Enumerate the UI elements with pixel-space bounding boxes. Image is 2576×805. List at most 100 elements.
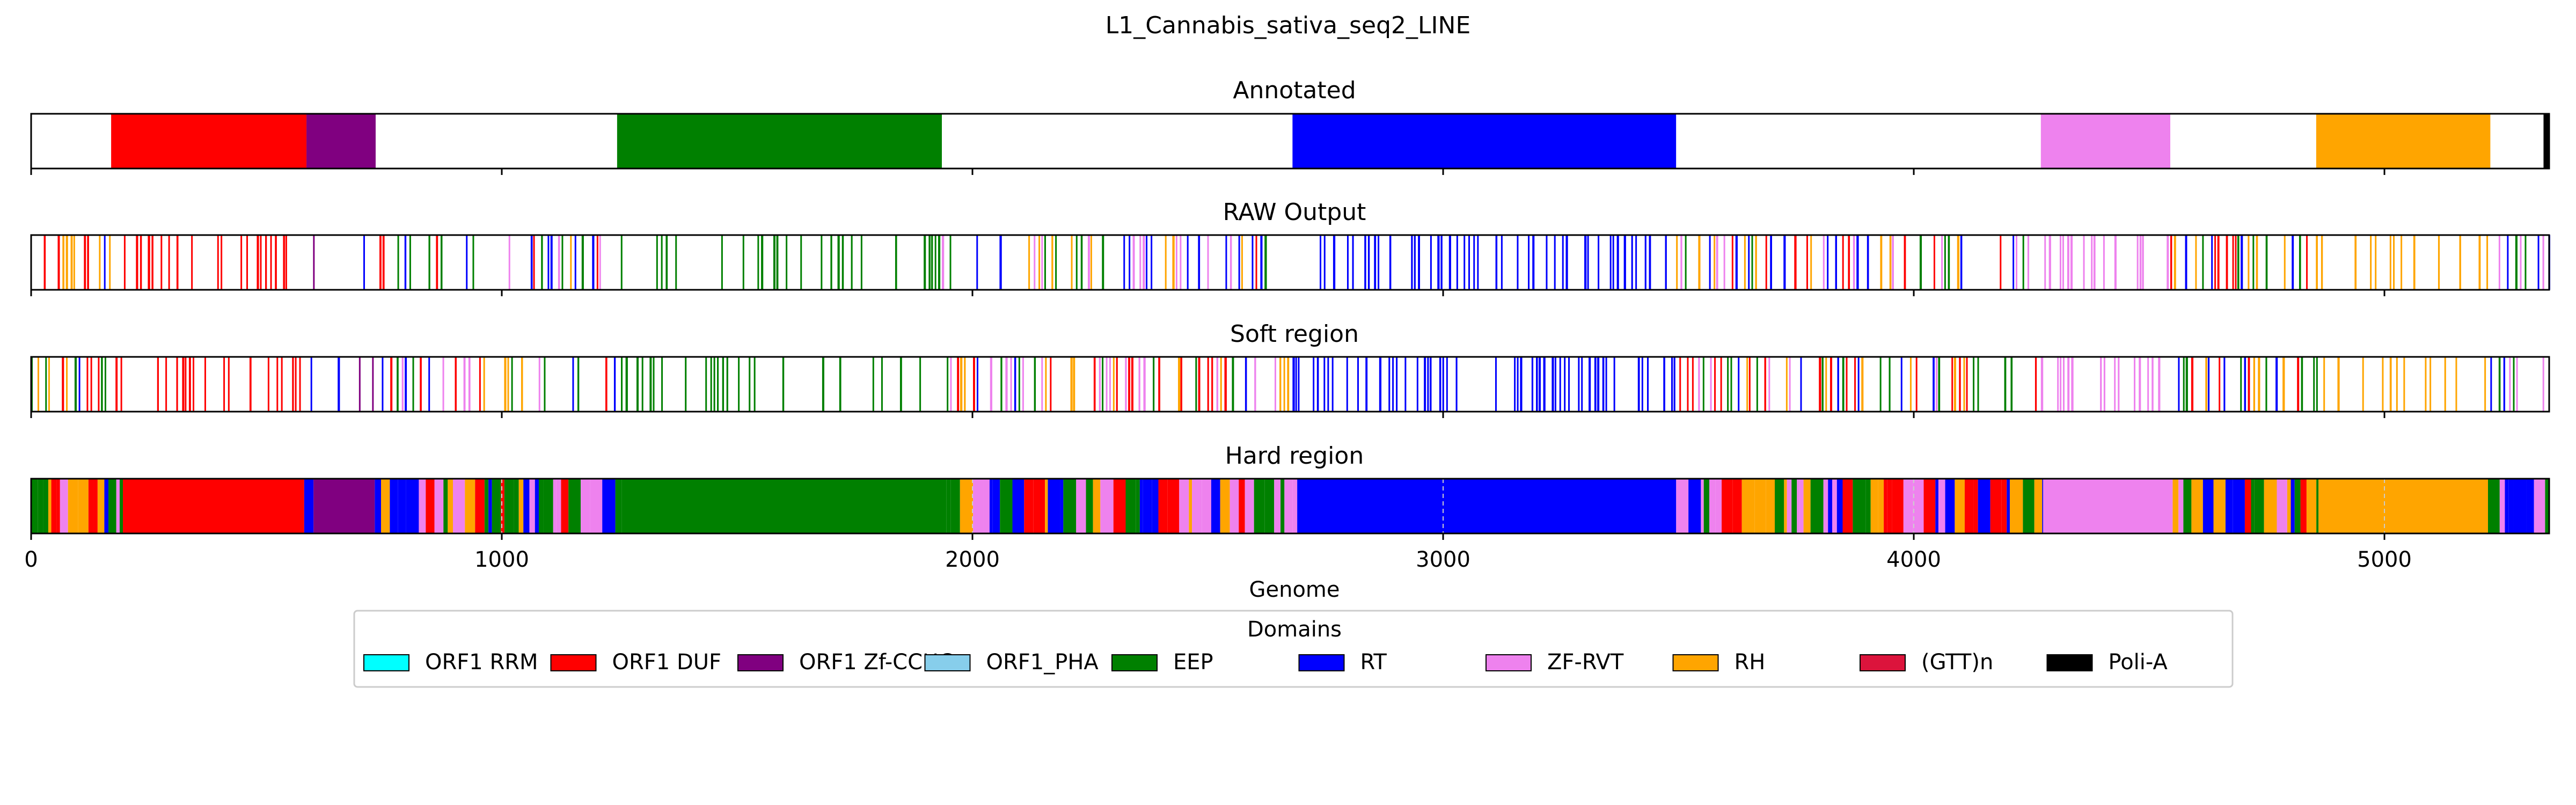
domain-block-rt <box>1139 479 1143 533</box>
domain-hit-eep <box>705 357 707 412</box>
domain-hit-eep <box>872 357 874 412</box>
domain-hit-zf_rvt <box>1274 357 1276 412</box>
domain-hit-rt <box>1416 357 1418 412</box>
domain-hit-orf1_duf <box>123 235 126 290</box>
legend-item-gtt: (GTT)n <box>1860 650 1993 675</box>
domain-hit-rt <box>1331 357 1334 412</box>
domain-hit-orf1_duf <box>1842 235 1844 290</box>
domain-block-orf1_duf <box>475 479 485 533</box>
domain-block-zf_rvt <box>1284 479 1293 533</box>
domain-block-orf1_duf <box>561 479 569 533</box>
domain-block-zf_rvt <box>1676 479 1689 533</box>
legend-swatch <box>550 654 597 671</box>
domain-block-eep <box>1865 479 1871 533</box>
domain-hit-orf1_duf <box>260 235 262 290</box>
domain-hit-rt <box>405 357 407 412</box>
domain-hit-rh <box>2258 357 2260 412</box>
domain-hit-eep <box>860 235 862 290</box>
domain-hit-rt <box>1252 235 1254 290</box>
domain-hit-eep <box>397 235 399 290</box>
domain-hit-rt <box>1323 357 1326 412</box>
domain-hit-zf_rvt <box>2114 357 2116 412</box>
domain-hit-orf1_duf <box>1848 235 1850 290</box>
track-title-annotated: Annotated <box>1233 77 1356 104</box>
domain-hit-rh <box>2316 235 2318 290</box>
domain-block-zf_rvt <box>1938 479 1945 533</box>
domain-hit-rh <box>2413 235 2416 290</box>
domain-block-orf1_duf <box>2244 479 2251 533</box>
domain-hit-eep <box>1264 235 1267 290</box>
domain-block-rt <box>1143 479 1152 533</box>
domain-hit-zf_rvt <box>1941 235 1943 290</box>
domain-hit-rt <box>1295 357 1297 412</box>
domain-hit-eep <box>621 357 623 412</box>
domain-hit-rt <box>1835 235 1838 290</box>
domain-hit-rh <box>2382 357 2384 412</box>
domain-block-rt <box>2290 479 2295 533</box>
domain-hit-eep <box>685 357 687 412</box>
domain-block-eep <box>543 479 553 533</box>
legend-item-orf1_pha: ORF1_PHA <box>924 650 1099 675</box>
domain-hit-zf_rvt <box>2062 235 2064 290</box>
domain-hit-orf1_duf <box>136 235 138 290</box>
domain-hit-eep <box>821 235 823 290</box>
domain-hit-zf_rvt <box>1680 235 1682 290</box>
domain-hit-eep <box>782 357 785 412</box>
domain-hit-zf_rvt <box>1125 357 1127 412</box>
domain-hit-orf1_duf <box>191 235 193 290</box>
domain-hit-rt <box>1389 235 1392 290</box>
domain-hit-rh <box>2375 235 2377 290</box>
domain-hit-orf1_duf <box>204 357 206 412</box>
domain-hit-eep <box>721 235 723 290</box>
domain-hit-zf_rvt <box>463 357 466 412</box>
domain-block-rt <box>1152 479 1159 533</box>
domain-block-zf_rvt <box>452 479 465 533</box>
track-frame <box>30 113 2550 170</box>
domain-hit-zf_rvt <box>442 357 444 412</box>
domain-block-rt <box>2225 479 2233 533</box>
domain-block-rt <box>2233 479 2245 533</box>
domain-block-rh <box>1878 479 1884 533</box>
domain-hit-zf_rvt <box>2498 235 2500 290</box>
domain-hit-eep <box>924 235 926 290</box>
legend-label: EEP <box>1173 650 1213 675</box>
domain-hit-rt <box>2211 235 2213 290</box>
domain-hit-eep <box>1977 357 1979 412</box>
domain-hit-eep <box>104 357 106 412</box>
domain-hit-eep <box>757 235 759 290</box>
legend-item-orf1_rrm: ORF1 RRM <box>363 650 538 675</box>
domain-hit-zf_rvt <box>2062 357 2065 412</box>
domain-block-eep <box>1280 479 1285 533</box>
domain-hit-eep <box>717 357 719 412</box>
domain-hit-eep <box>544 357 546 412</box>
domain-hit-rt <box>1581 357 1583 412</box>
domain-hit-eep <box>1075 235 1078 290</box>
domain-hit-orf1_duf <box>140 235 142 290</box>
domain-hit-orf1_duf <box>98 357 100 412</box>
domain-hit-rh <box>1051 235 1053 290</box>
domain-hit-orf1_duf <box>479 357 481 412</box>
domain-hit-zf_rvt <box>1789 357 1791 412</box>
domain-hit-rt <box>976 235 978 290</box>
domain-hit-rt <box>1346 357 1348 412</box>
domain-hit-orf1_duf <box>292 357 294 412</box>
domain-hit-orf1_duf <box>1904 235 1906 290</box>
domain-block-eep <box>108 479 113 533</box>
domain-hit-eep <box>412 357 414 412</box>
domain-hit-zf_rvt <box>2016 235 2018 290</box>
domain-hit-rt <box>1439 357 1441 412</box>
domain-hit-rt <box>1532 235 1535 290</box>
domain-hit-orf1_duf <box>1211 357 1213 412</box>
domain-hit-orf1_duf <box>283 235 286 290</box>
domain-hit-zf_rvt <box>1935 357 1938 412</box>
domain-hit-orf1_zf <box>313 235 315 290</box>
domain-hit-eep <box>931 235 933 290</box>
domain-block-orf1_duf <box>1892 479 1904 533</box>
domain-hit-orf1_duf <box>86 357 89 412</box>
domain-hit-rt <box>1552 357 1554 412</box>
domain-hit-rh <box>1165 235 1167 290</box>
domain-hit-eep <box>409 235 411 290</box>
domain-hit-rh <box>1755 235 1757 290</box>
domain-hit-orf1_duf <box>228 357 230 412</box>
domain-hit-rt <box>1709 235 1711 290</box>
